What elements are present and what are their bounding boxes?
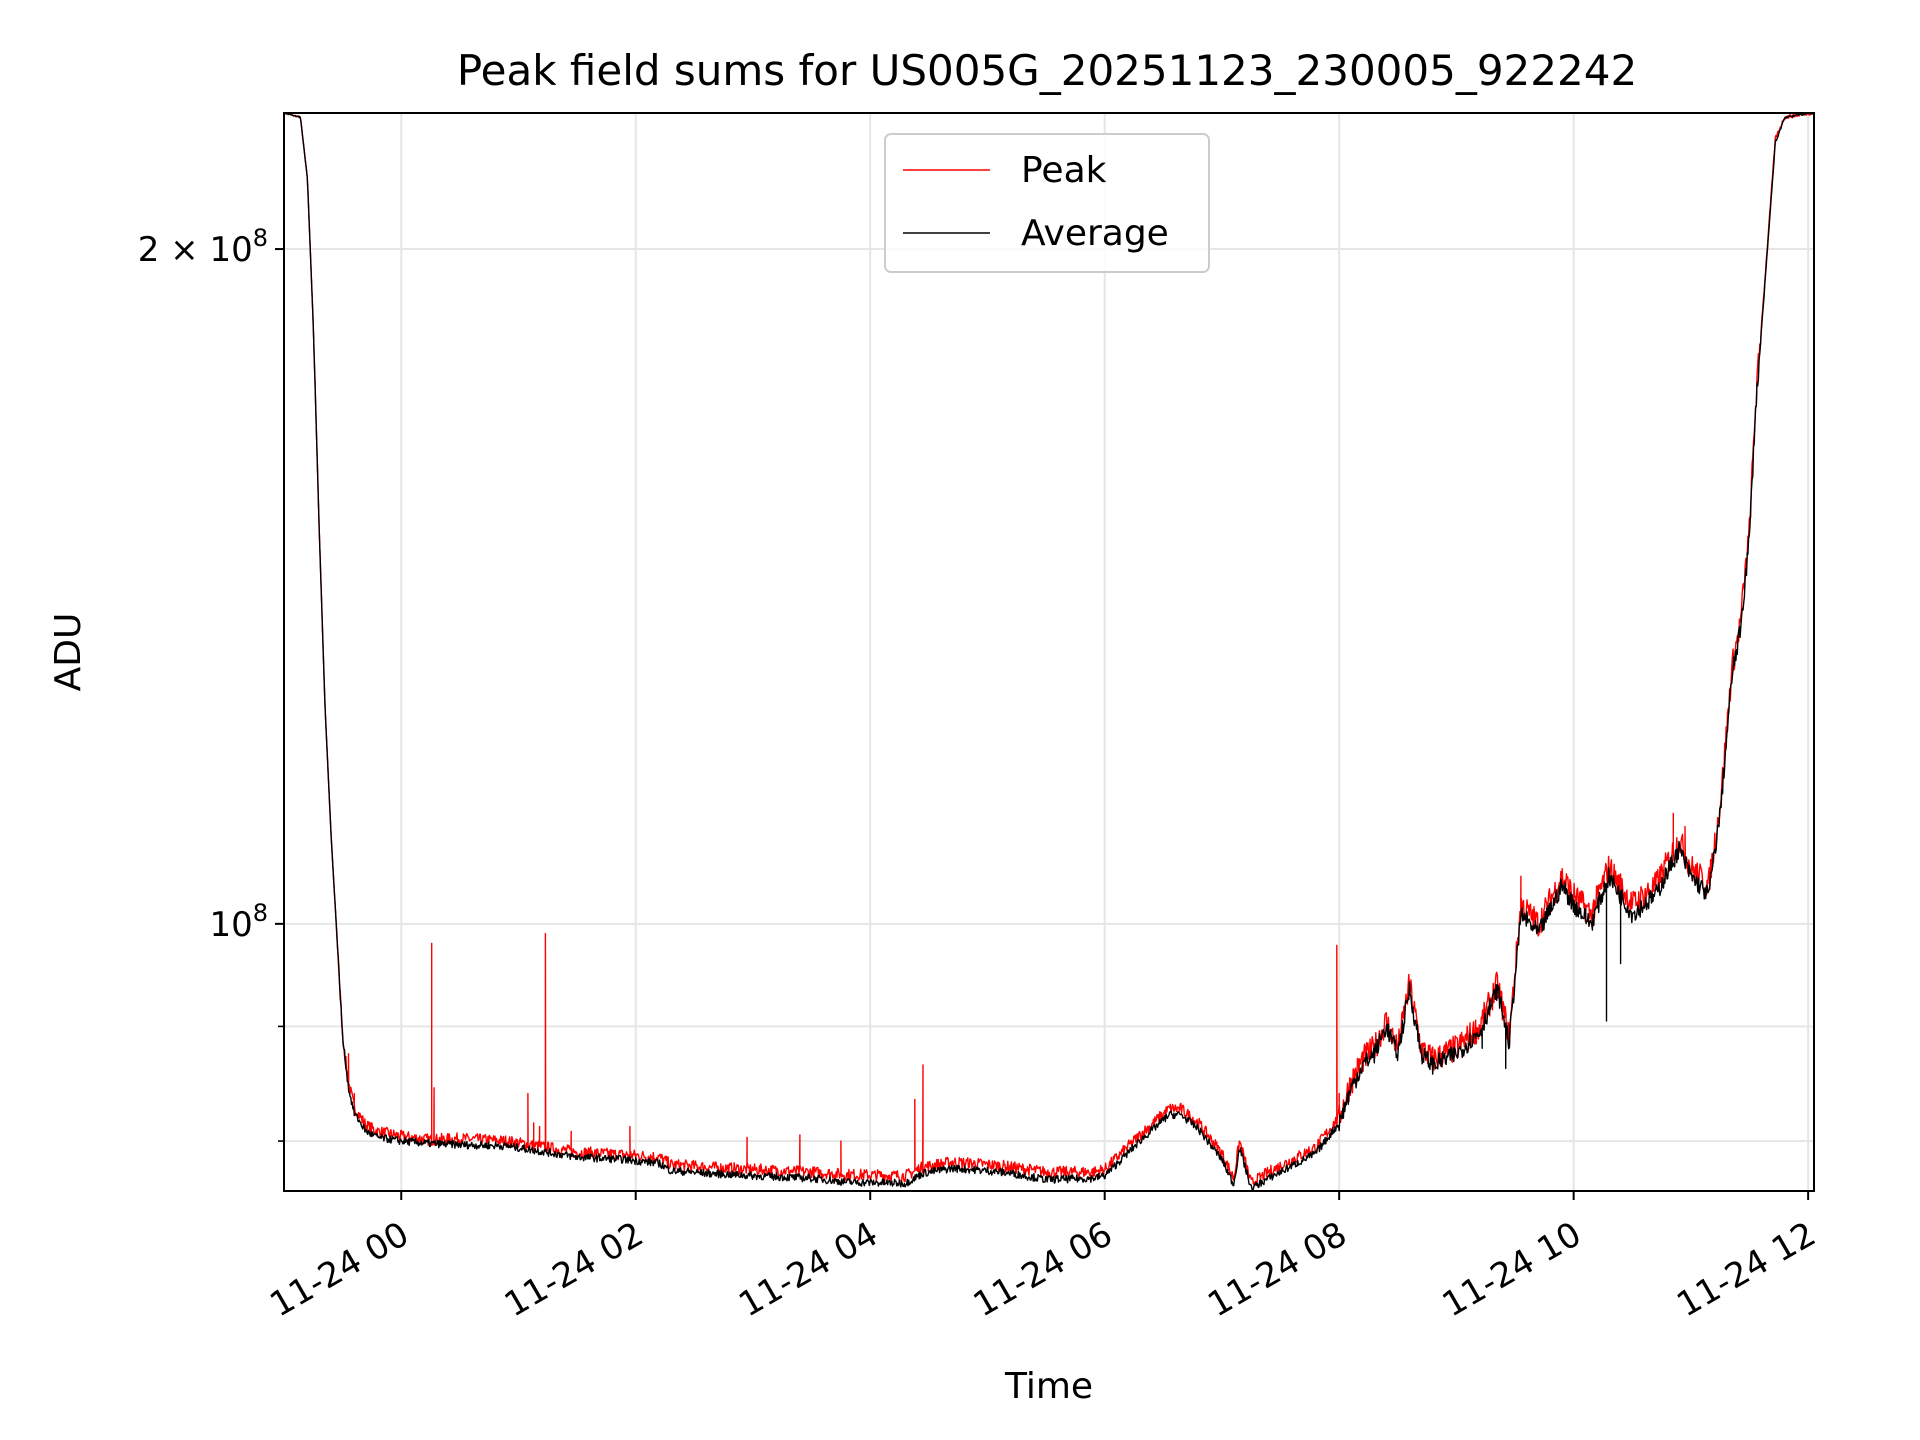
legend-peak-label: Peak xyxy=(1021,150,1107,191)
y-tick-label: 108 xyxy=(209,899,268,945)
series-peak-line xyxy=(284,113,1814,1187)
y-tick-label: 2 × 108 xyxy=(138,224,268,270)
plot-frame xyxy=(283,112,1815,1192)
y-tick-base: 10 xyxy=(209,230,252,270)
y-tick-exponent: 8 xyxy=(253,899,268,927)
series-average-line xyxy=(284,113,1814,1191)
y-tick-base: 10 xyxy=(209,905,252,945)
y-tick-mantissa: 2 × xyxy=(138,230,210,270)
legend: Peak Average xyxy=(884,133,1210,273)
y-tick-exponent: 8 xyxy=(253,224,268,252)
x-axis-label: Time xyxy=(1004,1366,1093,1407)
series-layer xyxy=(284,113,1814,1191)
legend-average-label: Average xyxy=(1021,213,1169,254)
legend-frame xyxy=(884,133,1210,273)
chart-title: Peak field sums for US005G_20251123_2300… xyxy=(457,46,1637,95)
plot-area xyxy=(284,113,1814,1191)
grid xyxy=(284,113,1814,1191)
y-axis-label: ADU xyxy=(48,613,89,692)
